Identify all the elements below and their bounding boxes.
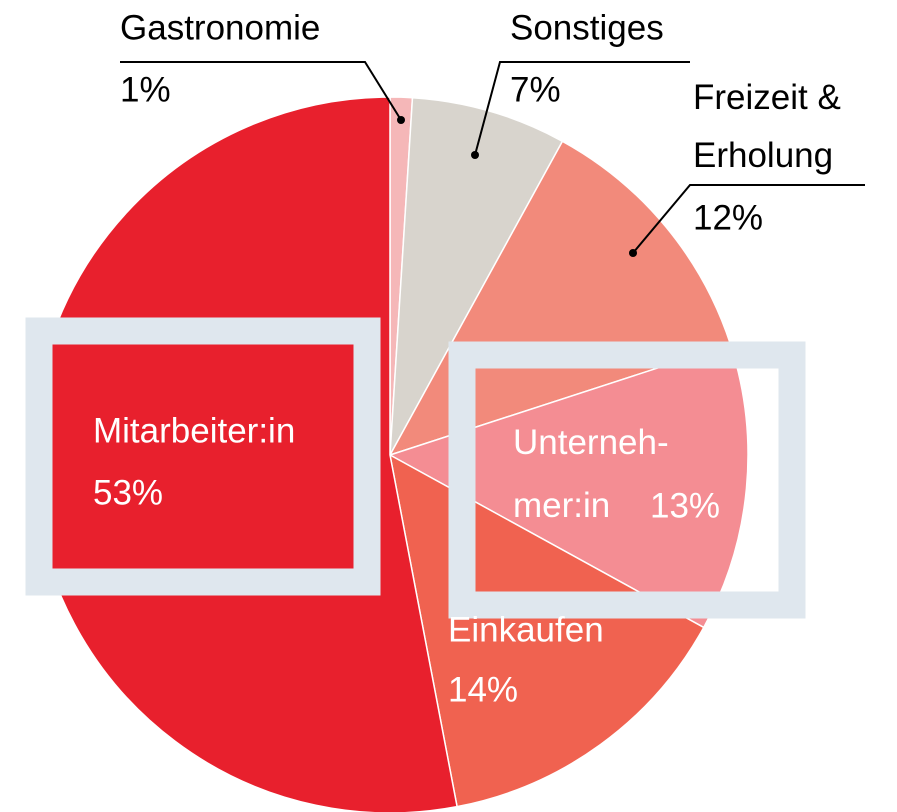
leader-line bbox=[120, 61, 402, 121]
slice-label: Mitarbeiter:in bbox=[93, 411, 295, 450]
slice-value-label: 1% bbox=[120, 70, 171, 109]
leader-dot bbox=[471, 151, 479, 159]
highlight-frame bbox=[448, 341, 806, 619]
leader-line bbox=[632, 184, 865, 254]
leader-line bbox=[474, 61, 690, 156]
leader-dots bbox=[397, 116, 637, 257]
slice-label: Einkaufen bbox=[448, 610, 604, 649]
leader-dot bbox=[397, 116, 405, 124]
slice-value-label: 14% bbox=[448, 670, 518, 709]
slice-label: Sonstiges bbox=[510, 8, 664, 47]
slice-label: Freizeit & Erholung bbox=[693, 78, 841, 175]
highlight-frame bbox=[25, 317, 381, 596]
leader-lines bbox=[120, 61, 865, 254]
pie-slice bbox=[389, 96, 564, 456]
slice-label: Unterneh-mer:in bbox=[513, 423, 669, 525]
leader-dot bbox=[629, 249, 637, 257]
slice-value-label: 53% bbox=[93, 473, 163, 512]
slice-value-label: 12% bbox=[693, 198, 763, 237]
slice-value-label: 7% bbox=[510, 70, 561, 109]
slice-value-label: 13% bbox=[650, 486, 720, 525]
highlight-frames bbox=[25, 317, 806, 619]
slice-label: Gastronomie bbox=[120, 8, 320, 47]
labels: Gastronomie 1% Sonstiges 7% Freizeit & Erholu… bbox=[93, 8, 841, 709]
